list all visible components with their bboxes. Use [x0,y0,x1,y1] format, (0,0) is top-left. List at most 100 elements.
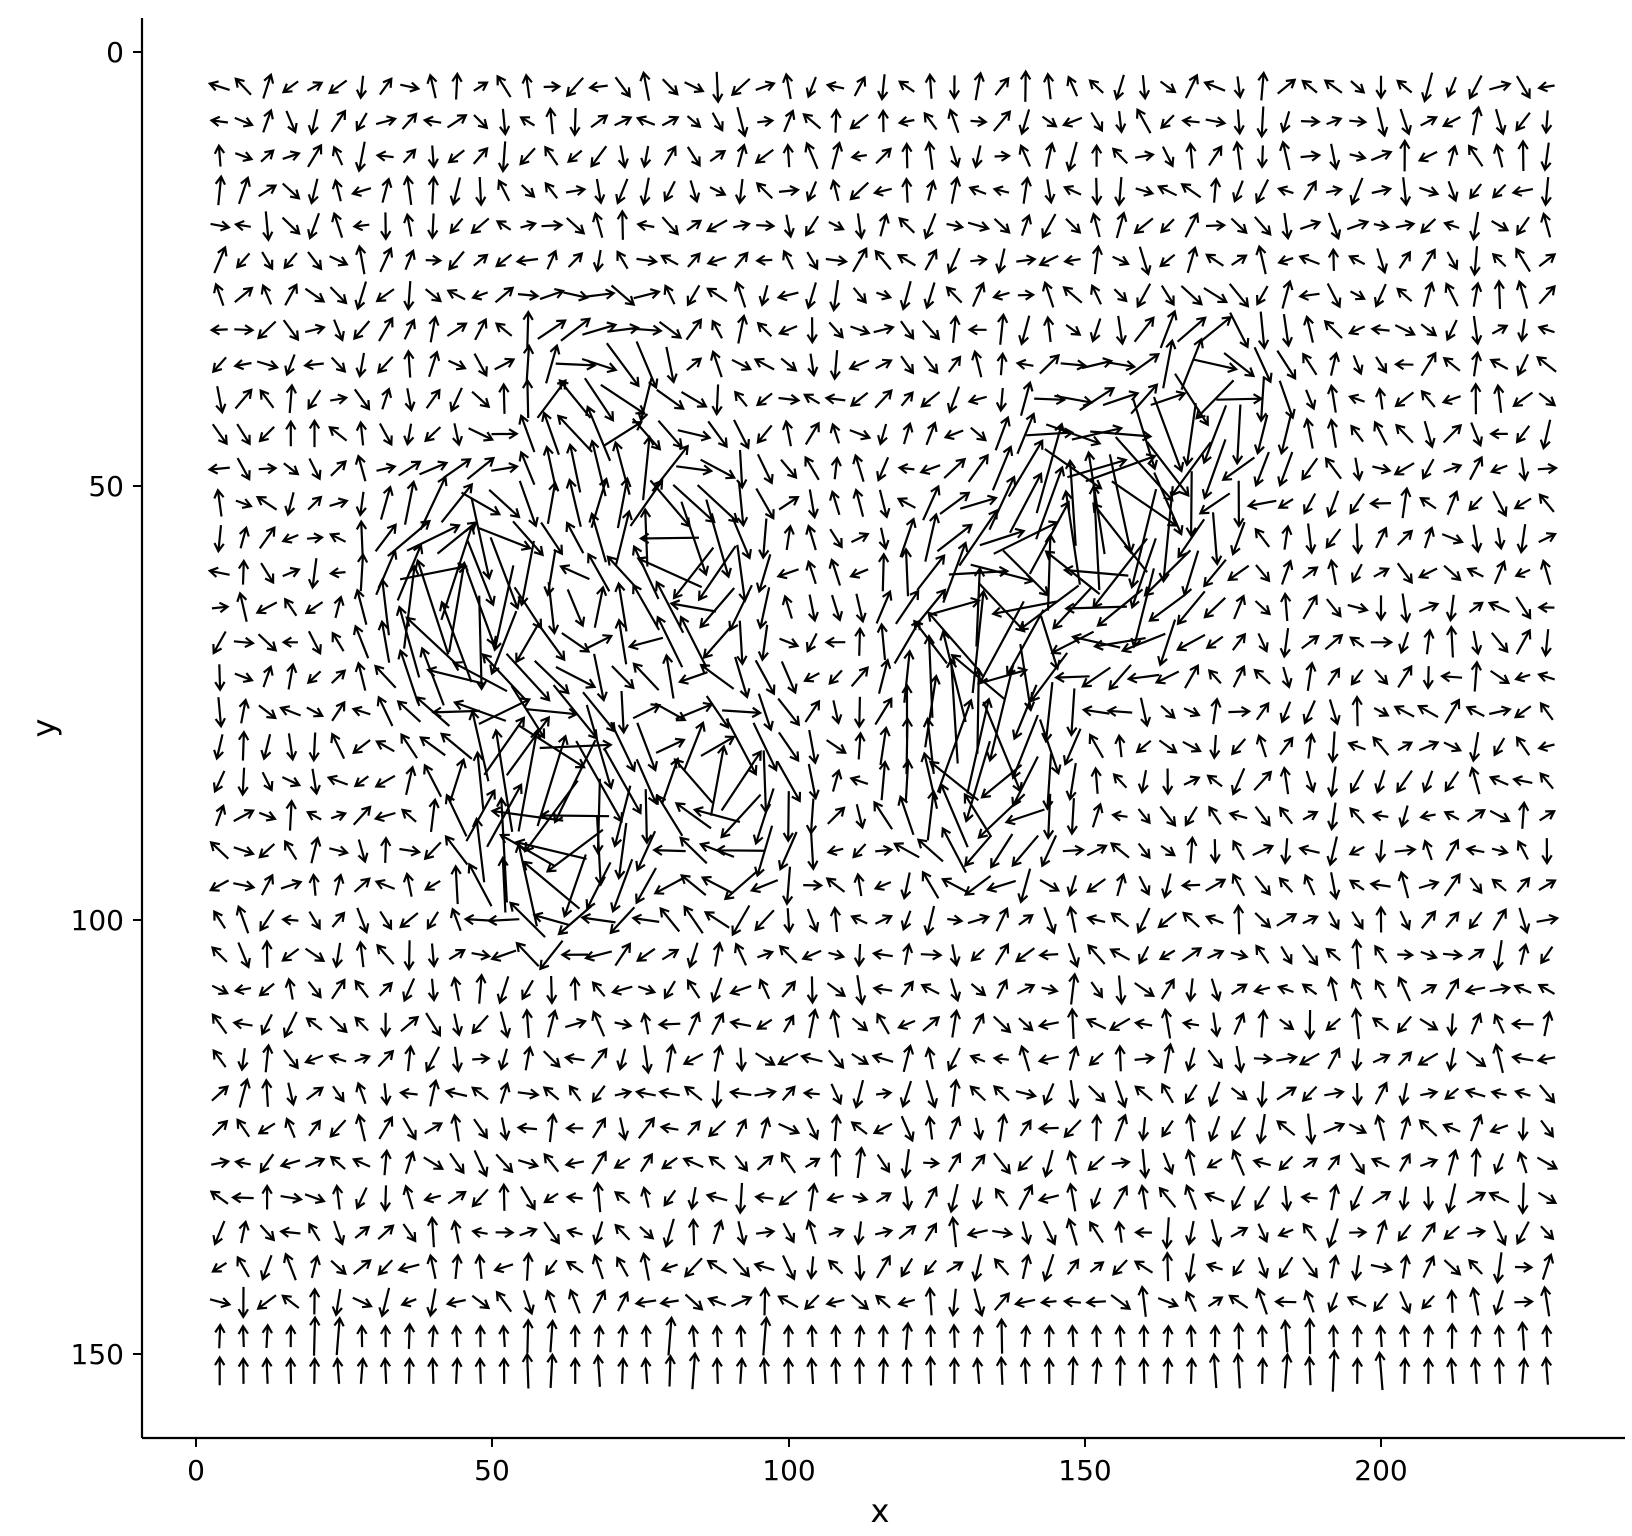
field-arrow [403,318,416,340]
field-arrow [475,973,487,1004]
field-arrow [709,149,727,163]
field-arrow [1493,1153,1505,1175]
field-arrow [1466,567,1484,578]
field-arrow [490,565,515,652]
field-arrow [1279,1018,1295,1031]
field-arrow [471,289,489,301]
field-arrow [1279,110,1291,134]
field-arrow [1420,389,1436,408]
field-arrow [236,423,251,446]
field-arrow [614,1223,631,1241]
field-arrow [687,1217,700,1246]
field-arrow [1349,1226,1368,1239]
field-arrow [329,255,349,267]
field-arrow [996,351,1008,376]
field-arrow [1422,1254,1436,1279]
field-arrow [720,793,762,839]
field-arrow [255,495,278,511]
field-arrow [587,552,611,592]
field-arrow [1490,1088,1507,1100]
field-arrow [1422,1186,1435,1212]
field-arrow [471,1014,489,1035]
field-arrow [696,484,739,524]
field-arrow [213,909,227,929]
field-arrow [807,594,819,623]
field-arrow [776,568,799,580]
field-arrow [1216,393,1264,405]
field-arrow [472,1053,491,1065]
field-arrow [262,108,274,133]
field-arrow [1466,809,1486,823]
field-arrow [1159,80,1177,94]
field-arrow [1540,176,1552,207]
field-arrow [901,177,913,203]
field-arrow [849,568,869,579]
field-arrow [711,319,723,339]
field-arrow [829,528,843,549]
field-arrow [232,1018,253,1030]
field-arrow [972,1324,984,1348]
field-arrow [804,421,820,446]
field-arrow [282,150,301,162]
field-arrow [237,730,250,761]
field-arrow [556,414,593,453]
field-arrow [1446,490,1460,516]
field-arrow [1325,598,1342,618]
field-arrow [307,109,319,136]
field-arrow [1040,834,1058,868]
field-arrow [852,1079,865,1110]
field-arrow [355,519,368,555]
field-arrow [1231,632,1247,651]
field-arrow [1114,1113,1128,1142]
field-arrow [683,1085,703,1102]
field-arrow [354,141,367,173]
field-arrow [1517,139,1529,172]
field-arrow [1324,456,1342,480]
field-arrow [946,386,961,414]
field-arrow [852,453,865,483]
field-arrow [1329,1183,1341,1211]
field-arrow [1488,705,1512,717]
field-arrow [1232,903,1245,935]
field-arrow [1492,490,1508,518]
field-arrow [1492,143,1504,168]
field-arrow [403,479,418,525]
field-arrow [1468,74,1483,100]
field-arrow [1038,254,1059,267]
field-arrow [212,1220,226,1246]
field-arrow [592,211,604,238]
field-arrow [614,115,633,127]
field-arrow [827,806,846,825]
field-arrow [1302,1256,1318,1279]
field-arrow [1304,1009,1316,1041]
field-arrow [1417,1052,1439,1066]
field-arrow [1277,254,1294,266]
field-arrow [900,390,914,407]
field-arrow [1327,247,1340,271]
field-arrow [1515,596,1532,620]
field-arrow [1398,250,1412,269]
field-arrow [993,1291,1011,1311]
field-arrow [875,844,894,857]
field-arrow [729,1018,752,1030]
field-arrow [1019,1356,1031,1384]
field-arrow [1066,1149,1078,1175]
field-arrow [1540,1119,1555,1139]
field-arrow [703,911,730,929]
field-arrow [780,1151,797,1174]
field-arrow [1205,1261,1223,1273]
field-arrow [1398,1186,1410,1211]
field-arrow [1446,1322,1458,1349]
field-arrow [736,620,748,666]
field-arrow [1090,111,1104,133]
field-arrow [777,1295,799,1309]
field-arrow [1231,404,1244,466]
field-arrow [1041,115,1058,128]
field-arrow [635,341,659,390]
field-arrow [568,1288,581,1314]
field-arrow [214,174,226,206]
field-arrow [333,1316,345,1356]
field-arrow [849,429,872,441]
field-arrow [1372,1053,1391,1064]
field-arrow [1162,338,1177,389]
